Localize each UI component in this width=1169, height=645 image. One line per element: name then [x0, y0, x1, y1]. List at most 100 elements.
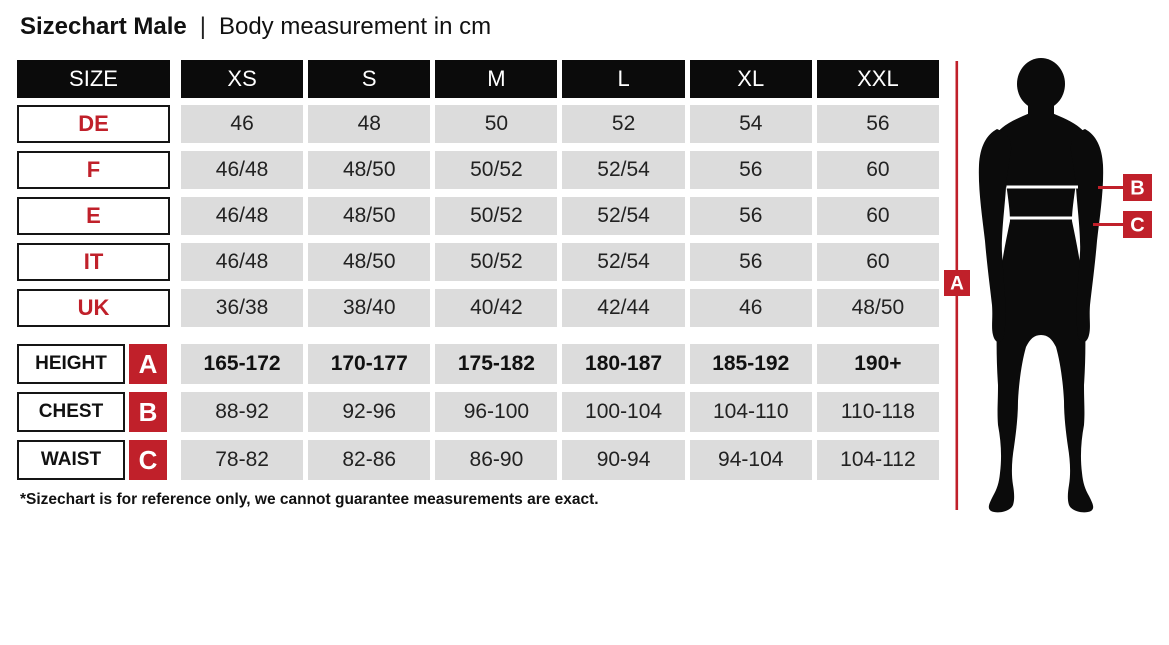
cell-e-l: 52/54: [562, 197, 685, 235]
right-arm-shape: [1070, 129, 1104, 343]
row-label-uk: UK: [17, 289, 170, 327]
row-label-chest: CHEST: [17, 392, 125, 432]
table-row-uk: UK 36/38 38/40 40/42 42/44 46 48/50: [17, 289, 939, 327]
cell-de-xxl: 56: [816, 105, 939, 143]
cell-e-xxl: 60: [816, 197, 939, 235]
cell-uk-xs: 36/38: [181, 289, 304, 327]
cell-f-l: 52/54: [562, 151, 685, 189]
marker-a-letter: A: [950, 274, 964, 295]
table-row-waist: WAIST C 78-82 82-86 86-90 90-94 94-104 1…: [17, 440, 939, 480]
marker-b-letter: B: [1130, 178, 1144, 200]
table-row-e: E 46/48 48/50 50/52 52/54 56 60: [17, 197, 939, 235]
cell-height-m: 175-182: [435, 344, 558, 384]
row-label-de: DE: [17, 105, 170, 143]
cell-chest-s: 92-96: [308, 392, 431, 432]
marker-c: C: [1093, 211, 1152, 238]
page-title-subtitle: Body measurement in cm: [218, 13, 492, 40]
table-row-f: F 46/48 48/50 50/52 52/54 56 60: [17, 151, 939, 189]
header-cell-xl: XL: [689, 60, 812, 98]
cell-chest-xs: 88-92: [181, 392, 304, 432]
cell-waist-m: 86-90: [435, 440, 558, 480]
male-silhouette-figure: A B C: [944, 58, 1152, 513]
cell-it-xs: 46/48: [181, 243, 304, 281]
left-arm-shape: [978, 129, 1012, 343]
table-row-chest: CHEST B 88-92 92-96 96-100 100-104 104-1…: [17, 392, 939, 432]
cell-waist-s: 82-86: [308, 440, 431, 480]
cell-e-xl: 56: [689, 197, 812, 235]
cell-it-s: 48/50: [308, 243, 431, 281]
cell-de-xs: 46: [181, 105, 304, 143]
size-chart-table: SIZE XS S M L XL XXL DE 46 48 50 52 54 5…: [17, 60, 939, 488]
cell-chest-m: 96-100: [435, 392, 558, 432]
cell-uk-l: 42/44: [562, 289, 685, 327]
row-label-e: E: [17, 197, 170, 235]
cell-chest-l: 100-104: [562, 392, 685, 432]
row-label-f: F: [17, 151, 170, 189]
cell-f-s: 48/50: [308, 151, 431, 189]
cell-f-xs: 46/48: [181, 151, 304, 189]
marker-b-badge: B: [129, 392, 167, 432]
cell-uk-xl: 46: [689, 289, 812, 327]
cell-uk-xxl: 48/50: [816, 289, 939, 327]
cell-f-m: 50/52: [435, 151, 558, 189]
marker-b: B: [1098, 174, 1152, 201]
row-label-chest-group: CHEST B: [17, 392, 170, 432]
row-label-waist: WAIST: [17, 440, 125, 480]
header-cell-l: L: [562, 60, 685, 98]
cell-chest-xxl: 110-118: [816, 392, 939, 432]
cell-waist-l: 90-94: [562, 440, 685, 480]
cell-e-m: 50/52: [435, 197, 558, 235]
marker-a-box: [944, 270, 970, 296]
marker-c-connector-line: [1093, 223, 1125, 226]
cell-uk-s: 38/40: [308, 289, 431, 327]
cell-height-s: 170-177: [308, 344, 431, 384]
cell-de-l: 52: [562, 105, 685, 143]
cell-height-xs: 165-172: [181, 344, 304, 384]
header-cell-m: M: [435, 60, 558, 98]
cell-chest-xl: 104-110: [689, 392, 812, 432]
table-header-row: SIZE XS S M L XL XXL: [17, 60, 939, 98]
cell-height-l: 180-187: [562, 344, 685, 384]
male-body-silhouette: [978, 58, 1104, 513]
marker-b-connector-line: [1098, 186, 1125, 189]
cell-e-xs: 46/48: [181, 197, 304, 235]
marker-c-box: [1123, 211, 1152, 238]
marker-a: A: [944, 270, 970, 296]
marker-c-letter: C: [1130, 215, 1144, 237]
torso-legs-shape: [988, 95, 1094, 513]
header-cell-xxl: XXL: [816, 60, 939, 98]
cell-waist-xl: 94-104: [689, 440, 812, 480]
cell-height-xxl: 190+: [816, 344, 939, 384]
row-label-height: HEIGHT: [17, 344, 125, 384]
header-cell-size: SIZE: [17, 60, 170, 98]
disclaimer-text: *Sizechart is for reference only, we can…: [20, 491, 599, 508]
cell-it-xl: 56: [689, 243, 812, 281]
cell-de-s: 48: [308, 105, 431, 143]
title-separator: |: [199, 13, 206, 40]
body-measurement-diagram: A B C: [940, 55, 1169, 520]
cell-e-s: 48/50: [308, 197, 431, 235]
cell-de-xl: 54: [689, 105, 812, 143]
page-title-main: Sizechart Male: [20, 13, 187, 40]
table-row-de: DE 46 48 50 52 54 56: [17, 105, 939, 143]
row-label-it: IT: [17, 243, 170, 281]
cell-f-xxl: 60: [816, 151, 939, 189]
cell-uk-m: 40/42: [435, 289, 558, 327]
cell-it-l: 52/54: [562, 243, 685, 281]
cell-de-m: 50: [435, 105, 558, 143]
row-label-waist-group: WAIST C: [17, 440, 170, 480]
waist-measure-line: [1009, 216, 1074, 220]
cell-it-m: 50/52: [435, 243, 558, 281]
cell-height-xl: 185-192: [689, 344, 812, 384]
marker-a-badge: A: [129, 344, 167, 384]
marker-c-badge: C: [129, 440, 167, 480]
table-row-height: HEIGHT A 165-172 170-177 175-182 180-187…: [17, 344, 939, 384]
cell-it-xxl: 60: [816, 243, 939, 281]
row-label-height-group: HEIGHT A: [17, 344, 170, 384]
table-row-it: IT 46/48 48/50 50/52 52/54 56 60: [17, 243, 939, 281]
cell-waist-xxl: 104-112: [816, 440, 939, 480]
page-title: Sizechart Male | Body measurement in cm: [20, 13, 491, 41]
marker-b-box: [1123, 174, 1152, 201]
cell-f-xl: 56: [689, 151, 812, 189]
header-cell-s: S: [308, 60, 431, 98]
